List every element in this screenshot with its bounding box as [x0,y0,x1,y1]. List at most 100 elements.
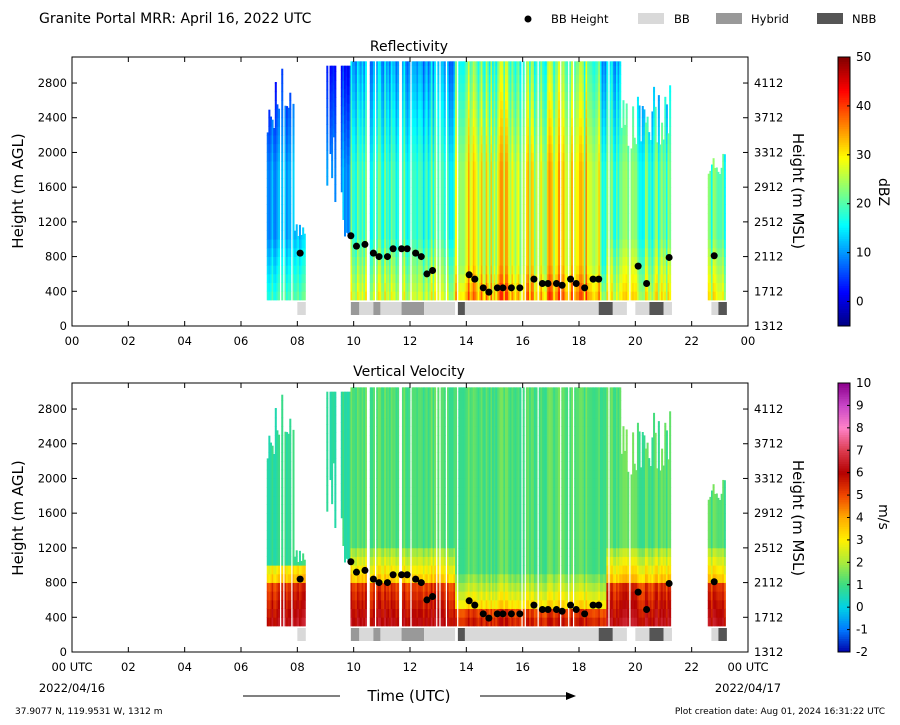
heatmap-cell [448,265,451,275]
heatmap-cell [511,143,514,153]
heatmap-cell [492,291,495,301]
heatmap-cell [580,126,583,136]
heatmap-cell [360,178,363,188]
heatmap-cell [479,143,482,153]
heatmap-cell [448,83,451,93]
heatmap-cell [569,178,572,188]
heatmap-cell [492,83,495,93]
heatmap-cell [540,126,543,136]
heatmap-cell [467,265,470,275]
heatmap-cell [517,152,520,162]
heatmap-cell [538,161,541,171]
heatmap-cell [360,291,363,301]
heatmap-cell [344,97,347,107]
heatmap-cell [488,143,491,153]
heatmap-cell [461,117,464,127]
heatmap-cell [408,195,411,205]
heatmap-cell [376,221,379,231]
heatmap-cell [624,195,627,205]
heatmap-cell [479,291,482,301]
heatmap-cell [442,187,445,197]
heatmap-cell [372,143,375,153]
heatmap-cell [377,83,380,93]
heatmap-cell [384,61,387,67]
heatmap-cell [353,117,356,127]
heatmap-cell [564,152,567,162]
heatmap-cell [381,239,384,249]
heatmap-cell [363,256,366,266]
heatmap-cell [556,187,559,197]
heatmap-cell [530,126,533,136]
heatmap-cell [533,178,536,188]
heatmap-cell [479,265,482,275]
heatmap-cell [421,143,424,153]
heatmap-cell [286,178,289,188]
heatmap-cell [268,126,271,136]
heatmap-cell [455,291,458,301]
heatmap-cell [440,256,443,266]
heatmap-cell [480,230,483,240]
heatmap-cell [617,187,620,197]
heatmap-cell [574,282,577,292]
heatmap-cell [477,178,480,188]
heatmap-cell [376,213,379,223]
heatmap-cell [574,83,577,93]
heatmap-cell [554,91,557,101]
heatmap-cell [617,239,620,249]
heatmap-cell [347,207,350,217]
heatmap-cell [286,291,289,301]
heatmap-cell [405,247,408,257]
heatmap-cell [406,91,409,101]
heatmap-cell [472,221,475,231]
heatmap-cell [426,117,429,127]
heatmap-cell [575,265,578,275]
heatmap-cell [352,282,355,292]
heatmap-cell [443,187,446,197]
heatmap-cell [535,247,538,257]
heatmap-cell [593,74,596,84]
heatmap-cell [414,74,417,84]
heatmap-cell [556,265,559,275]
heatmap-cell [414,256,417,266]
heatmap-cell [591,161,594,171]
heatmap-cell [488,109,491,119]
heatmap-cell [414,143,417,153]
heatmap-cell [390,161,393,171]
heatmap-cell [422,187,425,197]
heatmap-cell [530,256,533,266]
heatmap-cell [480,247,483,257]
heatmap-cell [596,143,599,153]
heatmap-cell [443,100,446,110]
heatmap-cell [587,143,590,153]
heatmap-cell [458,61,461,67]
heatmap-cell [413,273,416,284]
heatmap-cell [611,282,614,292]
heatmap-cell [590,135,593,145]
heatmap-cell [582,239,585,249]
heatmap-cell [575,239,578,249]
heatmap-cell [340,96,343,106]
heatmap-cell [587,83,590,93]
heatmap-cell [451,230,454,240]
heatmap-cell [361,91,364,101]
heatmap-cell [577,117,580,127]
heatmap-cell [447,291,450,301]
heatmap-cell [471,109,474,119]
heatmap-cell [459,65,462,75]
heatmap-cell [372,230,375,240]
heatmap-cell [379,256,382,266]
heatmap-cell [472,187,475,197]
heatmap-cell [393,178,396,188]
heatmap-cell [633,273,636,284]
heatmap-cell [632,117,635,127]
heatmap-cell [532,169,535,179]
heatmap-cell [421,204,424,214]
heatmap-cell [274,152,277,162]
heatmap-cell [379,178,382,188]
heatmap-cell [540,100,543,110]
heatmap-cell [269,265,272,275]
heatmap-cell [416,239,419,249]
heatmap-cell [467,91,470,101]
heatmap-cell [422,126,425,136]
heatmap-cell [403,143,406,153]
